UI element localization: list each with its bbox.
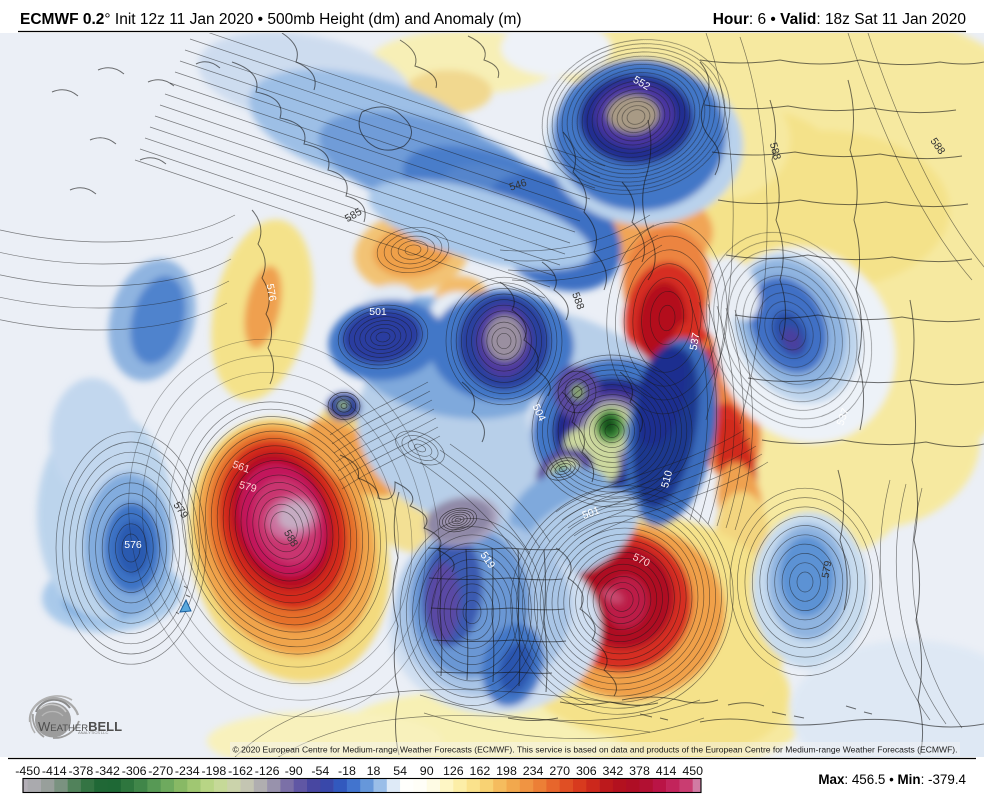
svg-text:ECMWF 0.2° Init 12z 11 Jan 202: ECMWF 0.2° Init 12z 11 Jan 2020 • 500mb … [20, 11, 522, 28]
svg-text:-162: -162 [228, 764, 253, 778]
svg-text:126: 126 [443, 764, 464, 778]
svg-text:-90: -90 [285, 764, 303, 778]
svg-text:90: 90 [420, 764, 434, 778]
svg-text:537: 537 [835, 407, 852, 428]
svg-text:54: 54 [393, 764, 407, 778]
svg-text:-126: -126 [255, 764, 280, 778]
svg-text:510: 510 [659, 469, 675, 489]
svg-text:-342: -342 [95, 764, 120, 778]
svg-text:588: 588 [767, 141, 783, 161]
svg-text:579: 579 [238, 479, 258, 495]
svg-text:-306: -306 [122, 764, 147, 778]
svg-text:537: 537 [688, 332, 703, 351]
svg-text:414: 414 [656, 764, 677, 778]
svg-text:-378: -378 [68, 764, 93, 778]
svg-text:588: 588 [569, 291, 586, 312]
svg-text:-198: -198 [201, 764, 226, 778]
svg-text:561: 561 [231, 459, 252, 476]
svg-text:-234: -234 [175, 764, 200, 778]
svg-text:-450: -450 [15, 764, 40, 778]
svg-text:-18: -18 [338, 764, 356, 778]
svg-text:342: 342 [603, 764, 624, 778]
svg-text:-270: -270 [148, 764, 173, 778]
svg-text:WEATHERBELL: WEATHERBELL [38, 719, 122, 734]
svg-text:162: 162 [470, 764, 491, 778]
svg-text:ANALYTICS LLC: ANALYTICS LLC [78, 730, 108, 735]
svg-text:-414: -414 [42, 764, 67, 778]
svg-text:270: 270 [549, 764, 570, 778]
svg-text:579: 579 [820, 560, 835, 579]
svg-text:198: 198 [496, 764, 517, 778]
svg-text:576: 576 [124, 539, 142, 551]
svg-text:© 2020 European Centre for Med: © 2020 European Centre for Medium-range … [232, 745, 957, 755]
svg-text:306: 306 [576, 764, 597, 778]
svg-text:18: 18 [367, 764, 381, 778]
svg-text:501: 501 [581, 504, 602, 521]
svg-text:Max: 456.5 • Min: -379.4: Max: 456.5 • Min: -379.4 [818, 772, 966, 787]
svg-text:546: 546 [508, 177, 529, 194]
svg-text:378: 378 [629, 764, 650, 778]
svg-text:-54: -54 [311, 764, 329, 778]
svg-text:Hour: 6 • Valid: 18z Sat 11 Ja: Hour: 6 • Valid: 18z Sat 11 Jan 2020 [713, 11, 967, 28]
svg-text:576: 576 [264, 283, 279, 302]
svg-text:234: 234 [523, 764, 544, 778]
svg-text:450: 450 [682, 764, 703, 778]
svg-text:501: 501 [369, 306, 387, 318]
